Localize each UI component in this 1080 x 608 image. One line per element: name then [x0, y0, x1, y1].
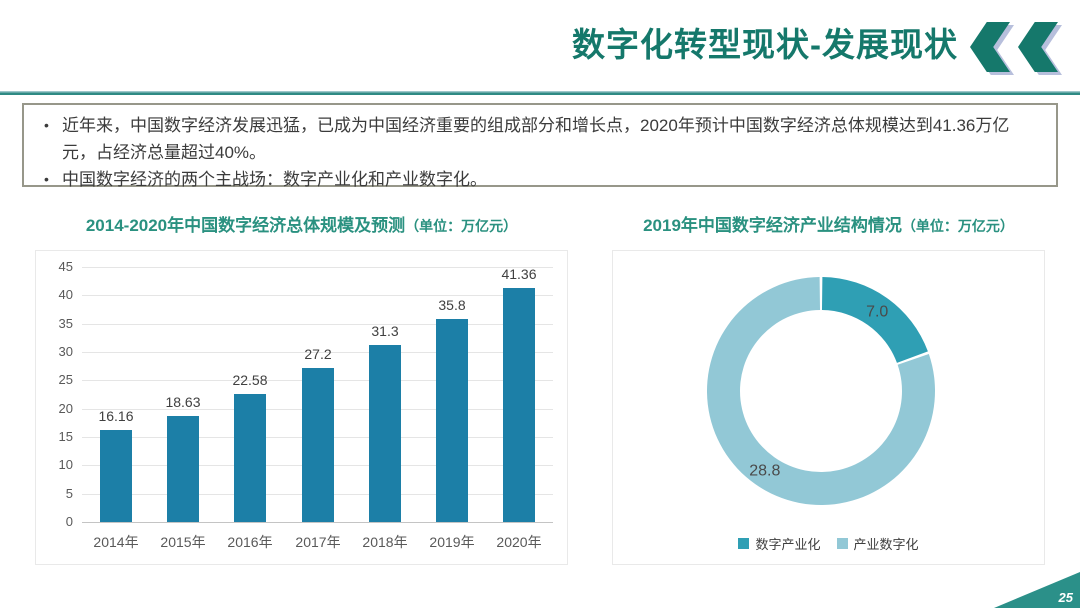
- x-axis-line: [82, 522, 553, 523]
- page-title: 数字化转型现状-发展现状: [572, 26, 958, 63]
- y-tick-label: 20: [58, 401, 73, 416]
- bar-value-label: 22.58: [232, 372, 268, 388]
- y-tick-label: 0: [65, 514, 73, 529]
- y-tick-label: 40: [58, 287, 73, 302]
- gridline: [82, 352, 553, 353]
- bar-value-label: 41.36: [501, 266, 537, 282]
- legend-swatch-icon: [738, 538, 750, 549]
- x-tick-label: 2015年: [160, 534, 206, 550]
- gridline: [82, 295, 553, 296]
- y-tick-label: 15: [58, 429, 73, 444]
- legend-label: 产业数字化: [853, 537, 919, 552]
- y-tick-label: 45: [58, 259, 73, 274]
- bar-chart-title-text: 2014-2020年中国数字经济总体规模及预测: [85, 216, 406, 235]
- chevron-shape: [970, 22, 1010, 72]
- bar-chart-title: 2014-2020年中国数字经济总体规模及预测（单位：万亿元）: [35, 211, 568, 236]
- donut-slice-数字产业化: [821, 277, 928, 363]
- x-tick-label: 2016年: [227, 534, 273, 550]
- chevron-left-icon: [1018, 22, 1062, 75]
- bar-value-label: 18.63: [165, 394, 201, 410]
- bar-chart: 0 5 10 15 20 25 30 35 40 45 16.16 2014年 18.63 2015年 22…: [36, 251, 567, 564]
- bar-2017年: [302, 368, 334, 522]
- legend-item-产业数字化: 产业数字化: [836, 534, 919, 553]
- bar-chart-panel: 0 5 10 15 20 25 30 35 40 45 16.16 2014年 18.63 2015年 22…: [35, 250, 568, 565]
- donut-chart-panel: 7.0 28.8 数字产业化 产业数字化: [612, 250, 1045, 565]
- bar-chart-unit-label: （单位：万亿元）: [405, 218, 518, 234]
- x-tick-label: 2017年: [295, 534, 341, 550]
- bar-2015年: [167, 416, 199, 522]
- gridline: [82, 267, 553, 268]
- y-tick-label: 35: [58, 316, 73, 331]
- x-tick-label: 2018年: [362, 534, 408, 550]
- x-tick-label: 2019年: [429, 534, 475, 550]
- callout-box: 近年来，中国数字经济发展迅猛，已成为中国经济重要的组成部分和增长点，2020年预…: [22, 103, 1058, 193]
- bar-value-label: 35.8: [438, 297, 466, 313]
- bar-value-label: 27.2: [304, 346, 332, 362]
- legend-swatch-icon: [836, 538, 848, 549]
- x-tick-label: 2014年: [93, 534, 139, 550]
- legend-label: 数字产业化: [755, 537, 821, 552]
- y-tick-label: 25: [58, 372, 73, 387]
- y-tick-label: 5: [65, 486, 73, 501]
- double-chevron-left-icon: [970, 22, 1062, 75]
- bar-2016年: [234, 394, 266, 522]
- donut-chart-title: 2019年中国数字经济产业结构情况（单位：万亿元）: [612, 211, 1045, 236]
- donut-slice-label: 7.0: [866, 303, 888, 320]
- bullet-item: 近年来，中国数字经济发展迅猛，已成为中国经济重要的组成部分和增长点，2020年预…: [40, 112, 1038, 166]
- bar-2014年: [100, 430, 132, 522]
- donut-chart-unit-label: （单位：万亿元）: [901, 218, 1014, 234]
- page-corner-triangle: [994, 572, 1080, 608]
- bar-2019年: [436, 319, 468, 522]
- bullet-item: 中国数字经济的两个主战场：数字产业化和产业数字化。: [40, 166, 1038, 193]
- chevron-left-icon: [970, 22, 1014, 75]
- y-tick-label: 30: [58, 344, 73, 359]
- donut-legend: 数字产业化 产业数字化: [613, 534, 1044, 553]
- bar-2018年: [369, 345, 401, 522]
- gridline: [82, 324, 553, 325]
- bar-2020年: [503, 288, 535, 522]
- donut-slice-label: 28.8: [749, 463, 780, 480]
- bar-value-label: 16.16: [98, 408, 134, 424]
- legend-item-数字产业化: 数字产业化: [738, 534, 821, 553]
- donut-chart-title-text: 2019年中国数字经济产业结构情况: [643, 216, 902, 235]
- chevron-shape: [1018, 22, 1058, 72]
- bullet-list: 近年来，中国数字经济发展迅猛，已成为中国经济重要的组成部分和增长点，2020年预…: [40, 112, 1038, 193]
- y-tick-label: 10: [58, 457, 73, 472]
- page-number: 25: [1058, 590, 1073, 605]
- x-tick-label: 2020年: [496, 534, 542, 550]
- donut-chart: 7.0 28.8: [707, 277, 936, 506]
- bar-value-label: 31.3: [371, 323, 399, 339]
- header-divider: [0, 91, 1080, 95]
